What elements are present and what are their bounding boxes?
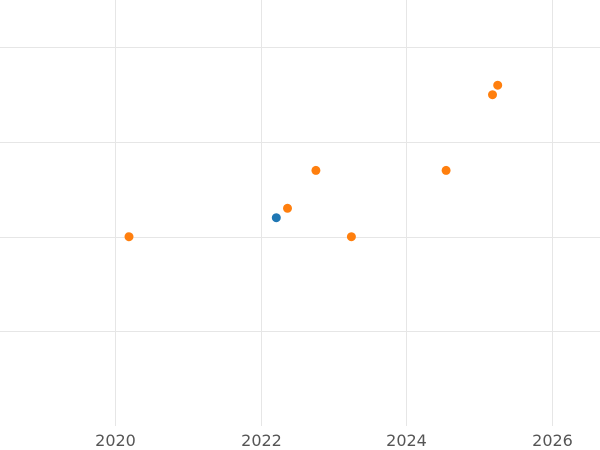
grid: [0, 0, 600, 426]
data-point-series-2-3: [311, 165, 321, 175]
data-point-series-2-5: [441, 165, 451, 175]
x-tick-label: 2024: [386, 431, 427, 450]
x-axis-tick-labels: 2020 2022 2024 2026: [95, 431, 573, 450]
data-point-series-2-1: [124, 232, 134, 242]
data-point-series-2-6: [488, 90, 497, 100]
data-point-series-1-1: [271, 213, 281, 223]
x-tick-label: 2020: [95, 431, 136, 450]
data-point-series-2-2: [283, 203, 292, 213]
data-point-series-2-4: [346, 232, 356, 242]
data-points: [124, 80, 503, 242]
data-point-series-2-7: [493, 80, 503, 90]
x-tick-label: 2026: [532, 431, 573, 450]
x-tick-label: 2022: [241, 431, 282, 450]
